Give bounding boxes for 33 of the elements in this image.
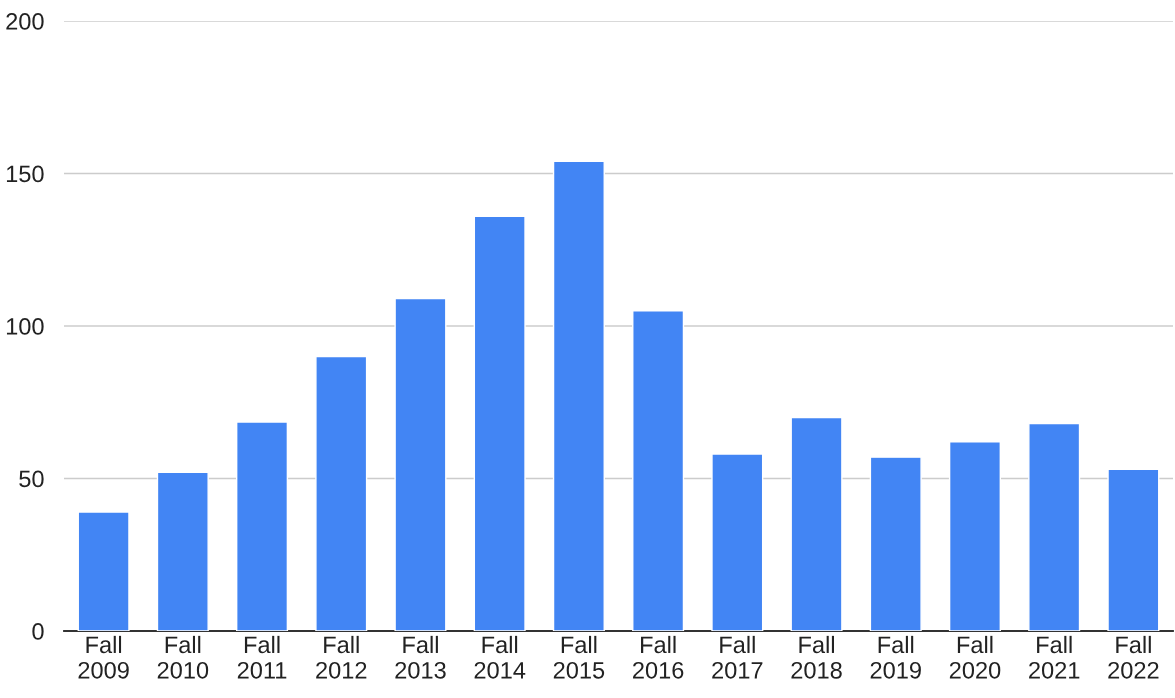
x-tick-label: Fall 2020 — [949, 635, 1001, 679]
x-tick-label: Fall 2009 — [78, 635, 129, 679]
bar — [473, 215, 526, 631]
x-tick-label: Fall 2017 — [712, 635, 763, 679]
x-tick-label: Fall 2010 — [157, 635, 209, 679]
x-tick-label: Fall 2014 — [474, 635, 526, 679]
bar — [315, 355, 368, 631]
x-tick-label: Fall 2015 — [553, 635, 605, 679]
x-tick-label: Fall 2013 — [395, 635, 446, 679]
x-tick-label: Fall 2022 — [1108, 635, 1159, 679]
bar — [394, 297, 447, 631]
bar — [156, 471, 209, 631]
y-tick-label: 150 — [6, 165, 44, 183]
x-tick-label: Fall 2019 — [870, 635, 921, 679]
bar — [632, 310, 685, 631]
bar — [235, 421, 289, 631]
y-tick-label: 200 — [6, 13, 44, 30]
bar — [1107, 468, 1160, 631]
y-tick-label: 50 — [19, 470, 44, 488]
bar — [77, 511, 130, 631]
bar — [552, 160, 605, 631]
x-tick-label: Fall 2021 — [1029, 635, 1080, 679]
y-tick-label: 0 — [32, 623, 44, 640]
bar — [1028, 422, 1081, 631]
x-tick-label: Fall 2018 — [791, 635, 842, 679]
y-tick-label: 100 — [6, 318, 44, 335]
bar — [869, 456, 922, 631]
x-tick-label: Fall 2011 — [237, 635, 287, 679]
x-tick-label: Fall 2016 — [633, 635, 684, 679]
bar — [948, 441, 1002, 631]
x-tick-label: Fall 2012 — [316, 635, 367, 679]
bar — [790, 416, 843, 631]
bar — [711, 453, 764, 631]
